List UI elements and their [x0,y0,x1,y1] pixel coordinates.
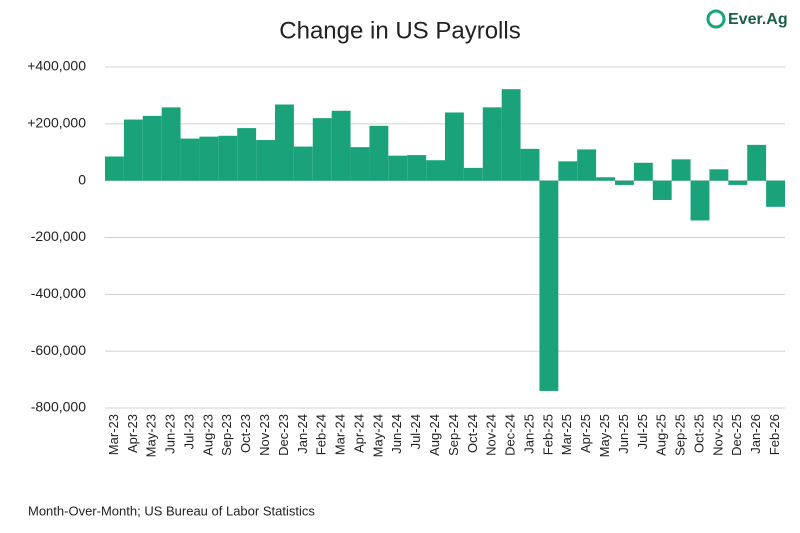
x-tick-label: May-24 [370,414,385,457]
x-tick-label: Feb-24 [314,414,329,455]
bar [766,180,785,207]
x-tick-label: Jun-23 [163,414,178,454]
x-tick-label: Aug-23 [200,414,215,456]
x-tick-label: Sep-23 [219,414,234,456]
bar [426,160,445,181]
bar [539,180,559,391]
x-tick-label: May-23 [144,414,159,457]
x-tick-label: Apr-24 [351,414,366,453]
logo-icon [706,9,726,29]
chart-title: Change in US Payrolls [279,17,520,44]
bar [275,104,294,181]
bar [369,125,389,181]
x-tick-label: Mar-23 [106,414,121,455]
x-tick-label: Aug-25 [654,414,669,456]
y-tick-label: -200,000 [31,228,86,244]
x-tick-label: Apr-23 [125,414,140,453]
bar [161,107,181,181]
bar [728,180,748,185]
x-tick-label: Jun-24 [389,414,404,454]
y-tick-label: -800,000 [31,399,86,415]
x-tick-label: Dec-25 [729,414,744,456]
x-tick-label: Jun-25 [616,414,631,454]
y-tick-label: -400,000 [31,285,86,301]
x-tick-label: Feb-26 [767,414,782,455]
bar [558,161,578,181]
x-tick-label: Jan-26 [748,414,763,454]
bar [520,148,540,181]
logo: Ever.Ag [706,9,788,29]
y-tick-label: -600,000 [31,342,86,358]
bar [482,107,502,181]
bar [312,118,332,181]
bar [256,140,275,181]
bar [388,155,408,181]
bar [445,112,464,181]
x-tick-label: Aug-24 [427,414,442,456]
x-tick-label: Jan-24 [295,414,310,454]
x-tick-label: Mar-24 [333,414,348,455]
bar [123,119,143,181]
x-tick-label: Sep-24 [446,414,461,456]
bar [633,162,653,181]
bar [180,138,200,181]
x-tick-label: Oct-24 [465,414,480,453]
bar [709,169,729,181]
x-tick-label: May-25 [597,414,612,457]
bar [747,144,767,181]
x-tick-label: Apr-25 [578,414,593,453]
x-tick-label: Jul-25 [635,414,650,449]
x-tick-label: Nov-24 [484,414,499,456]
bar [690,180,710,221]
y-tick-label: 0 [78,171,86,187]
bar [237,128,257,181]
bar [350,147,370,181]
x-tick-label: Dec-23 [276,414,291,456]
bar [199,136,219,181]
bar [671,159,691,181]
bar [615,180,634,185]
x-tick-label: Oct-25 [691,414,706,453]
x-tick-label: Nov-23 [257,414,272,456]
x-tick-label: Feb-25 [540,414,555,455]
x-tick-label: Nov-25 [710,414,725,456]
y-tick-label: +400,000 [27,58,86,74]
bar [331,110,351,181]
footnote: Month-Over-Month; US Bureau of Labor Sta… [28,503,315,518]
bar [293,146,313,181]
bar [652,180,672,200]
x-tick-label: Jan-25 [521,414,536,454]
bar [105,156,124,181]
x-tick-label: Oct-23 [238,414,253,453]
bar [407,155,427,181]
logo-text: Ever.Ag [728,11,788,28]
x-tick-label: Mar-25 [559,414,574,455]
bar [501,89,521,181]
x-tick-label: Dec-24 [503,414,518,456]
bar [596,177,615,181]
bar [577,149,597,181]
bar [218,135,238,181]
x-tick-label: Sep-25 [673,414,688,456]
x-tick-label: Jul-24 [408,414,423,449]
bar [142,115,162,181]
x-tick-label: Jul-23 [181,414,196,449]
bar [463,167,483,181]
y-tick-label: +200,000 [27,115,86,131]
